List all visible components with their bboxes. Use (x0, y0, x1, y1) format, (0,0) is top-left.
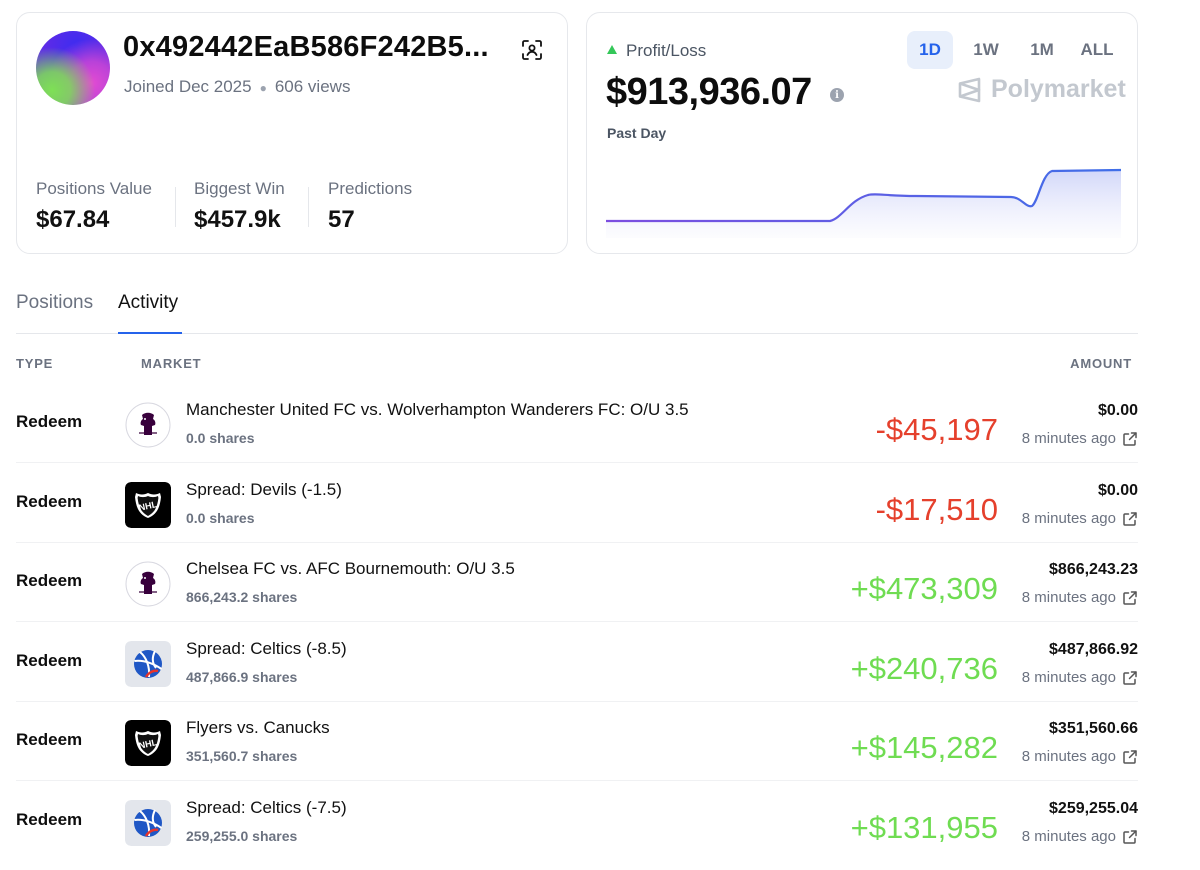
market-title[interactable]: Spread: Devils (-1.5) (186, 479, 342, 499)
polymarket-logo-icon (958, 77, 981, 102)
market-title[interactable]: Spread: Celtics (-7.5) (186, 797, 347, 817)
up-arrow-icon (607, 45, 617, 54)
stat-label: Biggest Win (194, 179, 285, 198)
external-link-icon[interactable] (1122, 590, 1138, 606)
market-title[interactable]: Chelsea FC vs. AFC Bournemouth: O/U 3.5 (186, 559, 515, 578)
amount-value: $0.00 (1097, 402, 1138, 419)
tab-bar: Positions Activity (16, 280, 1138, 334)
svg-text:NHL: NHL (138, 737, 159, 751)
stat-value: $67.84 (36, 206, 110, 233)
basketball-icon (125, 640, 171, 687)
svg-text:NHL: NHL (138, 499, 159, 513)
shares-count: 0.0 shares (186, 430, 255, 446)
stat-positions-value: Positions Value $67.84 (36, 179, 152, 234)
timestamp: 8 minutes ago (1021, 827, 1116, 845)
table-row[interactable]: Redeem Manchester United FC vs. Wolverha… (16, 384, 1138, 463)
stat-biggest-win: Biggest Win $457.9k (194, 179, 285, 234)
amount-value: $351,560.66 (1049, 720, 1138, 737)
market-title[interactable]: Flyers vs. Canucks (186, 718, 330, 737)
table-row[interactable]: Redeem NHL Flyers vs. Canucks 351,560.7 … (16, 702, 1138, 781)
shares-count: 866,243.2 shares (186, 589, 298, 605)
stat-divider (308, 187, 309, 227)
polymarket-brand: Polymarket (957, 75, 1126, 104)
pnl-sparkline (606, 168, 1121, 238)
pnl-label: Profit/Loss (607, 41, 706, 61)
amount-value: $0.00 (1097, 481, 1138, 499)
range-all-button[interactable]: ALL (1080, 40, 1114, 59)
stat-predictions: Predictions 57 (328, 179, 412, 234)
timestamp: 8 minutes ago (1021, 509, 1116, 527)
view-count: 606 views (274, 77, 351, 96)
stat-divider (175, 187, 176, 227)
column-header-amount: AMOUNT (1070, 356, 1132, 371)
market-title[interactable]: Manchester United FC vs. Wolverhampton W… (186, 400, 689, 419)
table-row[interactable]: Redeem Spread: Celtics (-8.5) 487,866.9 … (16, 623, 1138, 702)
external-link-icon[interactable] (1122, 749, 1138, 765)
activity-type: Redeem (16, 650, 83, 670)
amount-value: $487,866.92 (1049, 640, 1138, 658)
range-1w-button[interactable]: 1W (973, 40, 999, 59)
separator-dot: ● (259, 80, 267, 95)
tab-positions[interactable]: Positions (16, 292, 94, 313)
stat-label: Predictions (328, 179, 413, 198)
activity-type: Redeem (16, 730, 83, 749)
premier-league-icon (125, 561, 171, 607)
range-1d-button[interactable]: 1D (907, 31, 953, 69)
wallet-address: 0x492442EaB586F242B5... (123, 31, 489, 63)
amount-value: $866,243.23 (1049, 561, 1138, 578)
stat-value: $457.9k (194, 206, 281, 233)
profile-meta: Joined Dec 2025 ● 606 views (124, 77, 350, 97)
pnl-value: $913,936.07 (606, 71, 812, 113)
brand-name: Polymarket (991, 75, 1126, 103)
amount-value: $259,255.04 (1049, 799, 1138, 817)
external-link-icon[interactable] (1122, 511, 1138, 527)
scan-icon[interactable] (521, 39, 543, 61)
row-pnl: +$473,309 (850, 571, 998, 606)
info-icon[interactable]: i (830, 88, 844, 102)
nhl-icon: NHL (125, 481, 171, 528)
row-pnl: +$131,955 (850, 809, 998, 845)
shares-count: 0.0 shares (186, 509, 255, 526)
profile-card: 0x492442EaB586F242B5... Joined Dec 2025 ●… (16, 12, 568, 254)
timestamp: 8 minutes ago (1021, 589, 1116, 606)
timestamp: 8 minutes ago (1021, 430, 1116, 447)
activity-type: Redeem (16, 491, 83, 511)
activity-type: Redeem (16, 809, 83, 829)
activity-type: Redeem (16, 571, 83, 590)
stat-value: 57 (328, 206, 355, 233)
premier-league-icon (125, 402, 171, 448)
activity-type: Redeem (16, 412, 83, 431)
timestamp: 8 minutes ago (1021, 668, 1116, 686)
row-pnl: -$45,197 (875, 412, 998, 447)
joined-date: Joined Dec 2025 (124, 77, 252, 96)
external-link-icon[interactable] (1122, 670, 1138, 686)
sparkline-line (606, 168, 1121, 223)
table-row[interactable]: Redeem Chelsea FC vs. AFC Bournemouth: O… (16, 543, 1138, 622)
pnl-period: Past Day (607, 125, 667, 141)
column-header-type: TYPE (16, 356, 54, 371)
external-link-icon[interactable] (1122, 431, 1138, 447)
avatar[interactable] (36, 31, 110, 105)
range-1m-button[interactable]: 1M (1030, 40, 1054, 59)
tab-activity[interactable]: Activity (118, 292, 179, 313)
column-header-market: MARKET (141, 356, 202, 371)
row-pnl: -$17,510 (875, 491, 998, 527)
timestamp: 8 minutes ago (1021, 748, 1116, 765)
stat-label: Positions Value (36, 179, 152, 198)
shares-count: 351,560.7 shares (186, 748, 298, 764)
pnl-card: Profit/Loss 1D 1W 1M ALL $913,936.07 i P… (586, 12, 1138, 254)
active-tab-indicator (118, 332, 182, 334)
basketball-icon (125, 799, 171, 846)
table-row[interactable]: Redeem Spread: Celtics (-7.5) 259,255.0 … (16, 782, 1138, 861)
external-link-icon[interactable] (1122, 829, 1138, 845)
market-title[interactable]: Spread: Celtics (-8.5) (186, 638, 347, 658)
shares-count: 487,866.9 shares (186, 668, 298, 685)
shares-count: 259,255.0 shares (186, 827, 298, 844)
nhl-icon: NHL (125, 720, 171, 766)
row-pnl: +$145,282 (850, 730, 998, 765)
table-row[interactable]: Redeem NHL Spread: Devils (-1.5) 0.0 sha… (16, 464, 1138, 543)
row-pnl: +$240,736 (850, 650, 998, 686)
